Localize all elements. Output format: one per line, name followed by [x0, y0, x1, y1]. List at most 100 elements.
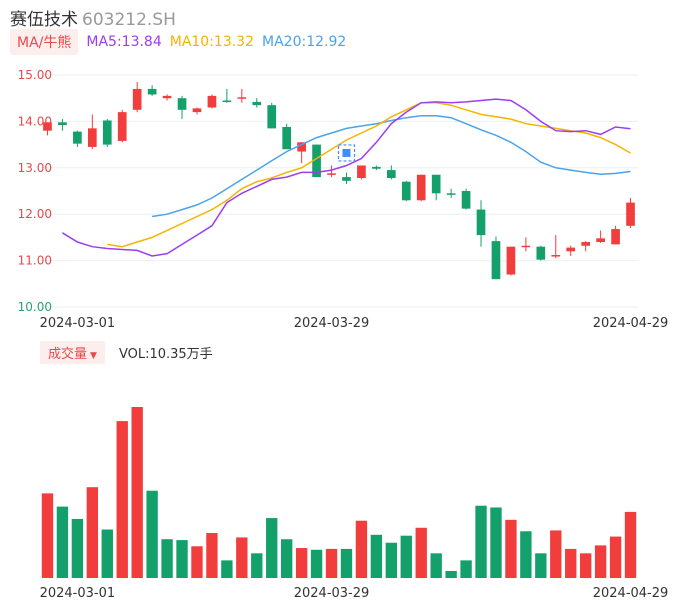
- candle-body: [536, 246, 546, 260]
- volume-bar: [310, 549, 323, 578]
- volume-bar: [41, 493, 54, 578]
- ma5-line: [62, 98, 631, 257]
- candle-body: [237, 97, 247, 99]
- candle-body: [132, 88, 142, 110]
- candle-body: [297, 142, 306, 152]
- price-tick-label: 13.00: [18, 161, 52, 175]
- volume-bar: [146, 490, 158, 578]
- volume-bar: [565, 548, 577, 578]
- candle-body: [43, 122, 52, 131]
- volume-bar: [385, 542, 398, 578]
- volume-bar: [56, 506, 69, 578]
- candle-body: [162, 95, 172, 99]
- candle-body: [372, 166, 381, 169]
- volume-bar: [430, 553, 442, 578]
- volume-bar: [415, 527, 427, 578]
- volume-legend: 成交量 ▼ VOL:10.35万手: [40, 340, 213, 364]
- date-tick-label: 2024-03-01: [40, 316, 116, 331]
- volume-bar: [131, 407, 143, 578]
- price-tick-label: 11.00: [18, 254, 52, 268]
- candle-body: [611, 229, 620, 245]
- candle-body: [476, 209, 486, 236]
- ma-legend: MA/牛熊 MA5:13.84 MA10:13.32 MA20:12.92: [10, 29, 354, 55]
- volume-bar: [370, 534, 383, 578]
- volume-bar: [355, 520, 368, 578]
- volume-bar: [191, 546, 203, 578]
- volume-tag-label: 成交量: [48, 346, 88, 362]
- volume-bar: [475, 505, 487, 578]
- volume-bar: [176, 540, 188, 578]
- volume-bar: [579, 553, 592, 578]
- candle-body: [342, 177, 351, 181]
- candle-body: [147, 88, 157, 95]
- price-tick-label: 10.00: [18, 300, 52, 314]
- candle-body: [491, 241, 501, 280]
- candle-body: [312, 144, 321, 178]
- volume-bar: [251, 553, 263, 578]
- candle-body: [207, 95, 217, 108]
- volume-date-tick-label: 2024-04-29: [593, 586, 669, 601]
- ma10-line: [107, 102, 631, 248]
- candle-body: [102, 120, 112, 145]
- stock-title: 赛伍技术 603212.SH: [10, 5, 176, 30]
- price-tick-label: 15.00: [18, 68, 52, 82]
- candle-body: [506, 246, 516, 275]
- selection-marker-icon: [337, 144, 356, 162]
- candle-body: [252, 101, 262, 106]
- candle-body: [431, 174, 441, 194]
- volume-bar: [460, 560, 472, 578]
- volume-date-tick-label: 2024-03-29: [294, 586, 370, 601]
- volume-value: VOL:10.35万手: [118, 346, 213, 362]
- candle-body: [58, 122, 67, 126]
- volume-bar: [624, 511, 637, 578]
- dropdown-arrow-icon: ▼: [90, 350, 97, 361]
- volume-bar: [206, 533, 218, 578]
- candle-body: [73, 131, 82, 144]
- candle-body: [566, 247, 576, 252]
- candle-body: [192, 108, 202, 113]
- volume-bar: [609, 536, 622, 578]
- volume-bar: [340, 548, 353, 578]
- volume-bar: [101, 529, 113, 578]
- volume-bar: [71, 518, 84, 578]
- candle-body: [282, 126, 292, 150]
- candle-body: [626, 202, 635, 226]
- candle-body: [386, 170, 396, 179]
- candle-body: [401, 181, 411, 201]
- volume-bar: [280, 539, 293, 578]
- stock-code: 603212.SH: [82, 10, 176, 30]
- volume-bar: [116, 421, 128, 578]
- candle-body: [357, 165, 366, 179]
- volume-bar: [295, 548, 308, 578]
- date-tick-label: 2024-04-29: [593, 316, 669, 331]
- candle-body: [327, 173, 336, 175]
- volume-bar: [325, 548, 338, 578]
- volume-bar: [505, 519, 517, 578]
- volume-bar: [86, 487, 99, 578]
- candle-body: [117, 112, 127, 141]
- stock-name: 赛伍技术: [10, 10, 78, 30]
- volume-bar: [445, 570, 457, 578]
- ma5-label: MA5:13.84: [86, 34, 162, 50]
- selection-marker-icon: [342, 148, 351, 157]
- candle-body: [581, 242, 591, 246]
- volume-date-tick-label: 2024-03-01: [40, 586, 116, 601]
- candle-body: [267, 105, 277, 129]
- ma20-line: [151, 115, 631, 218]
- volume-bar: [161, 539, 173, 578]
- candle-body: [446, 193, 456, 195]
- candle-body: [521, 245, 531, 248]
- volume-bar: [266, 518, 278, 578]
- candle-body: [177, 98, 187, 110]
- date-tick-label: 2024-03-29: [294, 316, 370, 331]
- volume-bar: [535, 553, 547, 578]
- price-tick-label: 12.00: [18, 207, 52, 221]
- volume-bar: [594, 545, 607, 578]
- candle-body: [416, 174, 426, 201]
- candle-body: [596, 238, 605, 243]
- ma-selector-tag[interactable]: MA/牛熊: [10, 29, 79, 55]
- candle-body: [222, 100, 232, 103]
- volume-selector-tag[interactable]: 成交量 ▼: [40, 340, 105, 364]
- candle-body: [551, 255, 561, 257]
